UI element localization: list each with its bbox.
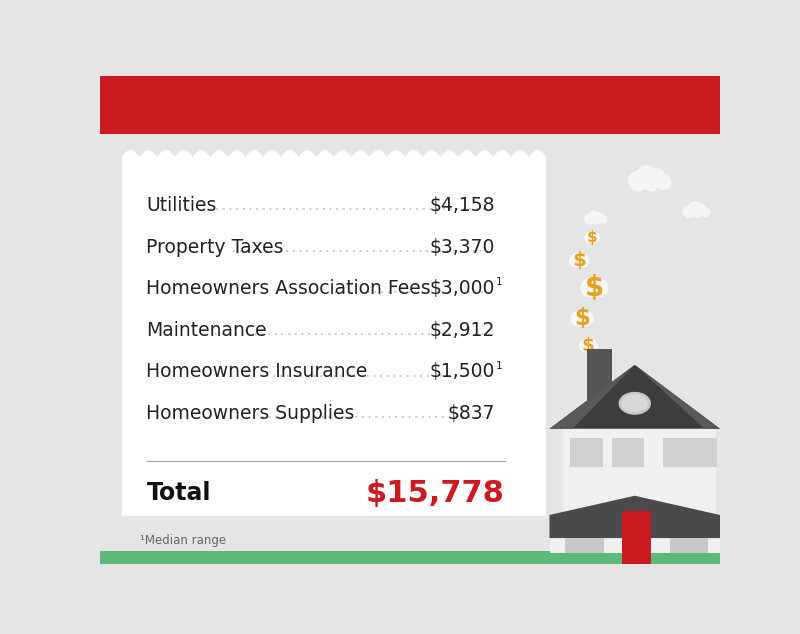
Text: $3,370: $3,370 <box>430 238 495 257</box>
Circle shape <box>644 178 658 191</box>
Text: $4,158: $4,158 <box>430 196 495 215</box>
Text: $837: $837 <box>448 404 495 423</box>
Text: Annual Costs of Homeownership: Annual Costs of Homeownership <box>131 91 689 120</box>
Text: $: $ <box>587 230 598 245</box>
FancyBboxPatch shape <box>550 536 720 553</box>
Circle shape <box>575 254 589 268</box>
Circle shape <box>594 212 605 223</box>
Text: Maintenance: Maintenance <box>146 321 267 340</box>
FancyBboxPatch shape <box>562 427 716 534</box>
Circle shape <box>646 168 666 188</box>
Circle shape <box>582 338 594 349</box>
Text: Utilities: Utilities <box>146 196 217 215</box>
Circle shape <box>569 254 583 268</box>
FancyBboxPatch shape <box>100 76 720 134</box>
Circle shape <box>589 278 608 297</box>
Circle shape <box>589 233 600 243</box>
Circle shape <box>575 309 589 323</box>
Circle shape <box>587 231 597 240</box>
Circle shape <box>584 233 595 243</box>
Circle shape <box>636 165 658 188</box>
Circle shape <box>586 276 603 293</box>
FancyBboxPatch shape <box>570 438 603 467</box>
Circle shape <box>700 207 710 217</box>
FancyBboxPatch shape <box>611 438 644 467</box>
Ellipse shape <box>622 395 647 412</box>
Text: $: $ <box>585 274 604 302</box>
Circle shape <box>593 217 600 225</box>
Text: $: $ <box>572 251 586 270</box>
Circle shape <box>578 311 594 327</box>
Circle shape <box>628 171 649 191</box>
Text: $1,500: $1,500 <box>430 362 495 381</box>
Polygon shape <box>550 496 720 538</box>
Text: $: $ <box>582 337 594 354</box>
Circle shape <box>585 339 598 352</box>
Circle shape <box>598 215 607 224</box>
Circle shape <box>581 278 600 297</box>
Circle shape <box>655 174 671 190</box>
Text: ¹Median range: ¹Median range <box>140 534 226 547</box>
Ellipse shape <box>619 392 650 414</box>
Text: $2,912: $2,912 <box>430 321 495 340</box>
Polygon shape <box>550 365 634 429</box>
Text: 1: 1 <box>496 278 502 287</box>
Text: $15,778: $15,778 <box>366 479 505 508</box>
Circle shape <box>687 201 702 216</box>
Circle shape <box>694 204 707 216</box>
Circle shape <box>588 210 600 223</box>
Text: Homeowners Supplies: Homeowners Supplies <box>146 404 355 423</box>
Circle shape <box>584 214 595 224</box>
FancyBboxPatch shape <box>565 538 604 553</box>
Polygon shape <box>550 365 720 429</box>
Text: Property Taxes: Property Taxes <box>146 238 284 257</box>
Text: $: $ <box>574 307 590 330</box>
Text: Total: Total <box>146 481 211 505</box>
Polygon shape <box>122 515 546 524</box>
FancyBboxPatch shape <box>122 157 546 517</box>
Circle shape <box>579 339 592 352</box>
Circle shape <box>570 311 586 327</box>
FancyBboxPatch shape <box>586 349 611 427</box>
FancyBboxPatch shape <box>690 438 717 467</box>
Circle shape <box>682 205 696 218</box>
Circle shape <box>693 209 702 218</box>
Text: Homeowners Insurance: Homeowners Insurance <box>146 362 368 381</box>
Text: 1: 1 <box>496 361 502 371</box>
Polygon shape <box>634 365 720 429</box>
Text: Homeowners Association Fees: Homeowners Association Fees <box>146 279 431 298</box>
FancyBboxPatch shape <box>100 551 720 564</box>
FancyBboxPatch shape <box>662 438 695 467</box>
Text: $3,000: $3,000 <box>430 279 495 298</box>
Circle shape <box>573 252 585 264</box>
FancyBboxPatch shape <box>670 538 708 553</box>
Polygon shape <box>122 150 546 158</box>
FancyBboxPatch shape <box>622 511 651 569</box>
